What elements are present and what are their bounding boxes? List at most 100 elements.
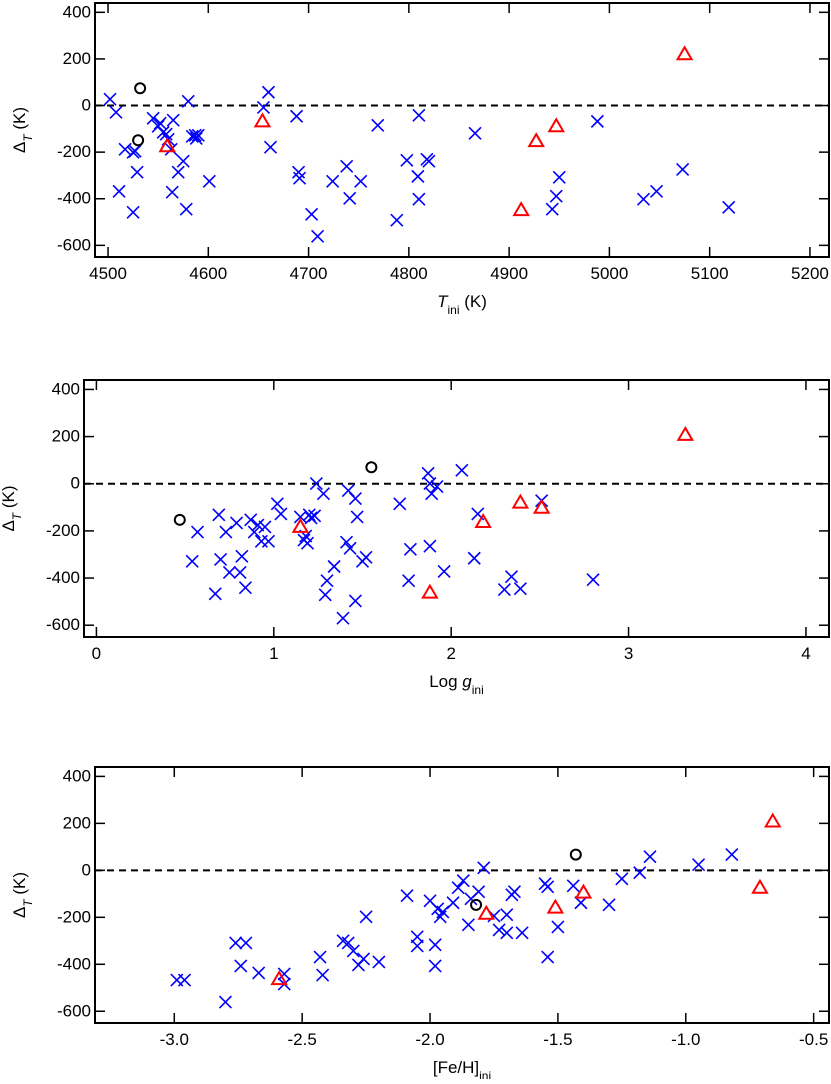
cross-marker (292, 171, 307, 185)
x-axis-label: [Fe/H]ini (433, 1058, 491, 1079)
cross-marker (112, 184, 126, 198)
x-axis-label-part: T (437, 292, 449, 311)
x-tick-label: 5200 (791, 264, 829, 283)
cross-marker (428, 959, 442, 973)
cross-marker (633, 866, 647, 880)
cross-marker (229, 516, 244, 530)
cross-marker (318, 588, 332, 602)
cross-marker (552, 170, 566, 184)
x-axis-label-part: ini (447, 303, 459, 317)
y-axis-label-part: Δ (0, 520, 18, 531)
cross-marker (300, 536, 315, 550)
circle-marker (134, 82, 147, 95)
cross-marker (238, 581, 252, 595)
y-tick-label: -600 (57, 235, 91, 254)
triangle-marker (676, 425, 695, 441)
cross-marker (229, 936, 243, 950)
cross-marker (551, 920, 565, 934)
cross-marker (586, 573, 600, 587)
x-tick-label: 3 (624, 644, 633, 663)
y-tick-label: -600 (57, 1001, 91, 1020)
cross-marker (468, 126, 482, 140)
cross-marker (176, 154, 190, 168)
cross-marker (222, 565, 237, 579)
triangle-marker (763, 812, 782, 828)
cross-marker (308, 509, 322, 523)
cross-marker (507, 885, 521, 899)
circle-marker (569, 848, 582, 861)
x-axis-label-part: g (462, 672, 472, 691)
y-tick-label: -200 (46, 521, 80, 540)
x-tick-label: -2.5 (288, 1030, 317, 1049)
x-tick-label: -3.0 (160, 1030, 189, 1049)
cross-marker (177, 973, 192, 987)
circle-marker (470, 898, 483, 911)
cross-marker (311, 229, 325, 243)
cross-marker (433, 910, 447, 924)
cross-marker (602, 898, 616, 912)
cross-marker (393, 497, 407, 511)
cross-marker (725, 848, 739, 862)
y-axis-label-part: T (21, 898, 35, 907)
y-tick-label: -400 (46, 568, 80, 587)
triangle-marker (291, 517, 310, 533)
cross-marker (171, 165, 185, 179)
x-tick-label: 4600 (189, 264, 227, 283)
cross-marker (636, 192, 651, 206)
cross-marker (615, 872, 629, 886)
cross-marker (541, 880, 555, 894)
y-axis-label-part: Δ (10, 907, 29, 918)
cross-marker (446, 896, 460, 910)
cross-marker (566, 879, 580, 893)
y-tick-label: 400 (63, 766, 91, 785)
cross-marker (343, 541, 357, 555)
cross-marker (403, 542, 417, 556)
cross-marker (339, 535, 354, 549)
y-axis-label-part: T (21, 133, 35, 142)
cross-marker (430, 480, 444, 494)
cross-marker (400, 889, 414, 903)
cross-marker (165, 185, 179, 199)
cross-marker (500, 926, 514, 940)
triangle-marker (477, 904, 496, 920)
x-tick-label: 4700 (290, 264, 328, 283)
cross-marker (343, 191, 357, 205)
cross-marker (191, 128, 205, 142)
cross-marker (722, 200, 736, 214)
cross-marker (164, 142, 178, 156)
cross-marker (235, 549, 249, 563)
cross-marker (274, 507, 288, 521)
cross-marker (305, 207, 319, 221)
cross-marker (263, 140, 278, 154)
cross-marker (428, 938, 442, 952)
x-axis-label: Tini (K) (437, 292, 487, 317)
cross-marker (247, 525, 261, 539)
cross-marker (549, 189, 563, 203)
cross-marker (348, 594, 362, 608)
triangle-marker (546, 898, 565, 914)
circle-marker (173, 513, 186, 526)
x-tick-label: 1 (269, 644, 278, 663)
cross-marker (412, 192, 426, 206)
triangle-marker (253, 112, 272, 128)
y-tick-label: 0 (82, 860, 91, 879)
cross-marker (239, 936, 253, 950)
cross-marker (356, 952, 371, 966)
x-axis-label-part: Log (429, 672, 462, 691)
cross-marker (346, 944, 360, 958)
cross-marker (103, 92, 117, 106)
cross-marker (320, 574, 334, 588)
cross-marker (302, 508, 316, 522)
cross-marker (692, 858, 706, 872)
cross-marker (467, 551, 481, 565)
y-axis-label-part: (K) (0, 485, 18, 512)
y-tick-label: -400 (57, 189, 91, 208)
x-tick-label: 0 (92, 644, 101, 663)
y-axis-label: ΔT (K) (10, 107, 35, 153)
y-tick-label: -200 (57, 907, 91, 926)
triangle-marker (421, 583, 439, 599)
cross-marker (643, 850, 657, 864)
y-tick-label: -200 (57, 142, 91, 161)
cross-marker (309, 476, 323, 491)
cross-marker (497, 583, 511, 597)
